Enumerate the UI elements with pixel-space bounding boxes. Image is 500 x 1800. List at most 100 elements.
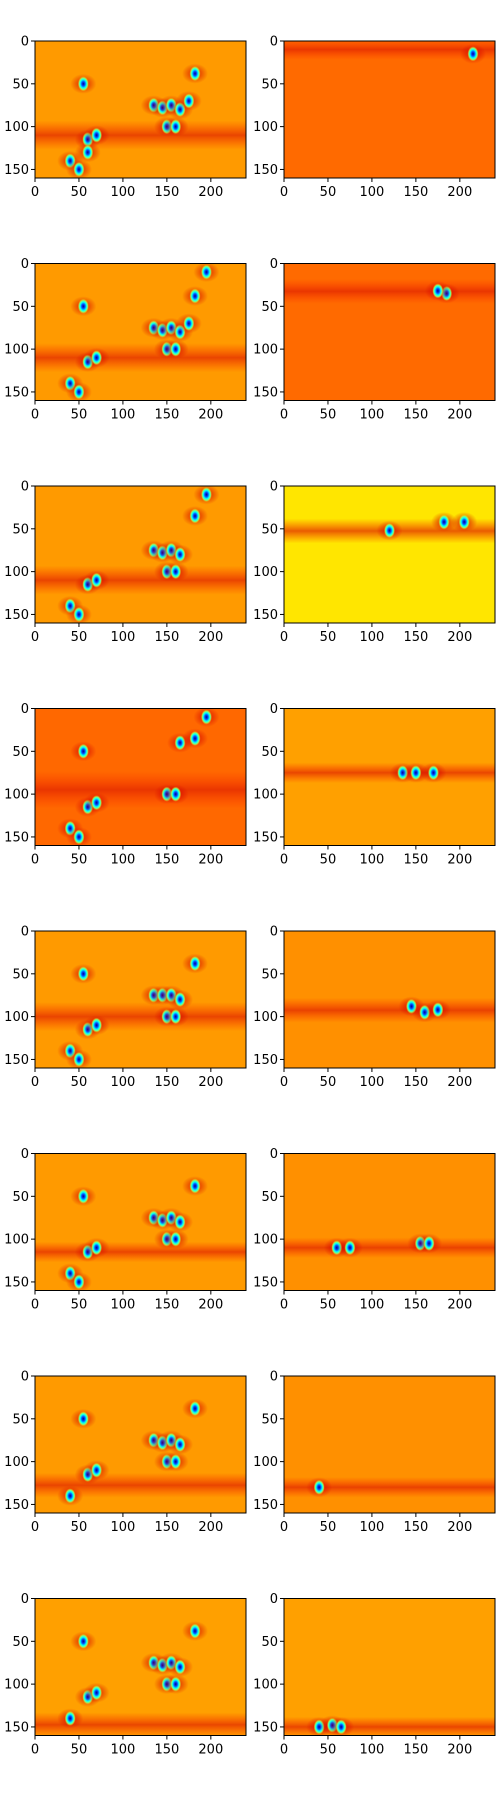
heatmap-band <box>35 120 246 150</box>
y-tick-label: 100 <box>4 343 29 358</box>
heatmap-hotspot <box>91 1240 103 1256</box>
heatmap-hotspot <box>91 1685 103 1701</box>
x-tick-label: 200 <box>198 408 223 423</box>
y-tick-label: 150 <box>4 1720 29 1735</box>
y-tick-label: 0 <box>21 1370 29 1385</box>
heatmap-hotspot <box>189 288 201 304</box>
y-tick-label: 0 <box>270 1147 278 1162</box>
x-tick-label: 100 <box>111 1075 136 1090</box>
x-tick-label: 50 <box>71 408 88 423</box>
heatmap-hotspot <box>384 523 395 539</box>
y-tick-label: 100 <box>4 1010 29 1025</box>
x-tick-label: 200 <box>447 1743 472 1758</box>
heatmap-hotspot <box>183 315 195 331</box>
heatmap-hotspot <box>77 298 89 314</box>
y-tick-label: 50 <box>261 77 278 92</box>
x-tick-label: 150 <box>403 1075 428 1090</box>
heatmap-image <box>284 931 495 1068</box>
y-tick-label: 100 <box>253 1233 278 1248</box>
y-tick-label: 50 <box>261 1412 278 1427</box>
x-tick-label: 50 <box>71 853 88 868</box>
heatmap-hotspot <box>170 786 182 802</box>
axes-frame <box>283 708 496 846</box>
heatmap-band <box>284 997 495 1023</box>
y-tick-label: 0 <box>270 925 278 940</box>
x-tick-label: 200 <box>198 1075 223 1090</box>
y-tick-label: 100 <box>253 1010 278 1025</box>
axes-frame <box>34 1375 247 1514</box>
x-tick-label: 0 <box>31 1743 39 1758</box>
heatmap-hotspot <box>77 1633 89 1649</box>
heatmap-image <box>35 263 246 401</box>
heatmap-band <box>35 1241 246 1263</box>
heatmap-image <box>35 931 246 1068</box>
heatmap-hotspot <box>423 1235 435 1251</box>
x-tick-label: 200 <box>198 1743 223 1758</box>
x-tick-label: 50 <box>320 853 337 868</box>
heatmap-band <box>284 762 495 783</box>
y-tick-label: 50 <box>12 77 29 92</box>
heatmap-hotspot <box>189 956 201 972</box>
y-tick-label: 100 <box>253 788 278 803</box>
heatmap-hotspot <box>170 1009 182 1025</box>
x-tick-label: 0 <box>280 1075 288 1090</box>
heatmap-background <box>284 486 495 623</box>
x-tick-label: 100 <box>111 1743 136 1758</box>
y-tick-label: 0 <box>270 1370 278 1385</box>
x-tick-label: 0 <box>280 1298 288 1313</box>
x-tick-label: 200 <box>198 630 223 645</box>
x-tick-label: 50 <box>71 1075 88 1090</box>
x-tick-label: 100 <box>111 853 136 868</box>
x-tick-label: 100 <box>360 1075 385 1090</box>
x-tick-label: 0 <box>280 630 288 645</box>
x-tick-label: 0 <box>31 1298 39 1313</box>
x-tick-label: 0 <box>280 1743 288 1758</box>
y-tick-label: 150 <box>4 1275 29 1290</box>
heatmap-background <box>284 1598 495 1736</box>
panel-r1-c0: 0 50 100 150 200 0 50 100 150 <box>4 257 247 423</box>
heatmap-image <box>35 1376 246 1513</box>
y-tick-label: 150 <box>253 1275 278 1290</box>
y-tick-label: 100 <box>4 565 29 580</box>
y-tick-label: 50 <box>261 745 278 760</box>
x-tick-label: 100 <box>360 185 385 200</box>
x-tick-label: 200 <box>447 185 472 200</box>
panel-r6-c1: 0 50 100 150 200 0 50 100 150 <box>253 1370 496 1535</box>
x-tick-label: 0 <box>31 408 39 423</box>
y-tick-label: 100 <box>4 788 29 803</box>
panel-r6-c0: 0 50 100 150 200 0 50 100 150 <box>4 1370 247 1535</box>
x-tick-label: 100 <box>111 1520 136 1535</box>
x-tick-label: 0 <box>31 1520 39 1535</box>
x-tick-label: 200 <box>447 1298 472 1313</box>
x-tick-label: 150 <box>403 630 428 645</box>
y-tick-label: 50 <box>261 967 278 982</box>
x-tick-label: 50 <box>320 1298 337 1313</box>
heatmap-hotspot <box>91 127 103 143</box>
x-tick-label: 50 <box>71 1298 88 1313</box>
heatmap-hotspot <box>170 1454 182 1470</box>
x-tick-label: 150 <box>154 185 179 200</box>
heatmap-hotspot <box>73 829 85 845</box>
y-tick-label: 50 <box>261 1635 278 1650</box>
axes-frame <box>34 485 247 624</box>
heatmap-image <box>284 1598 495 1736</box>
y-tick-label: 150 <box>4 1053 29 1068</box>
x-tick-label: 100 <box>360 853 385 868</box>
x-tick-label: 200 <box>447 1520 472 1535</box>
y-tick-label: 150 <box>253 830 278 845</box>
x-tick-label: 50 <box>320 185 337 200</box>
heatmap-image <box>35 708 246 846</box>
heatmap-band <box>35 1002 246 1032</box>
heatmap-image <box>35 486 246 623</box>
heatmap-hotspot <box>73 384 85 400</box>
x-tick-label: 100 <box>111 630 136 645</box>
y-tick-label: 100 <box>4 1455 29 1470</box>
panel-r2-c0: 0 50 100 150 200 0 50 100 150 <box>4 480 247 645</box>
x-tick-label: 150 <box>403 1743 428 1758</box>
x-tick-label: 0 <box>280 408 288 423</box>
heatmap-hotspot <box>170 564 182 580</box>
heatmap-band <box>284 278 495 304</box>
heatmap-hotspot <box>73 1051 85 1067</box>
y-tick-label: 150 <box>4 385 29 400</box>
y-tick-label: 150 <box>253 385 278 400</box>
